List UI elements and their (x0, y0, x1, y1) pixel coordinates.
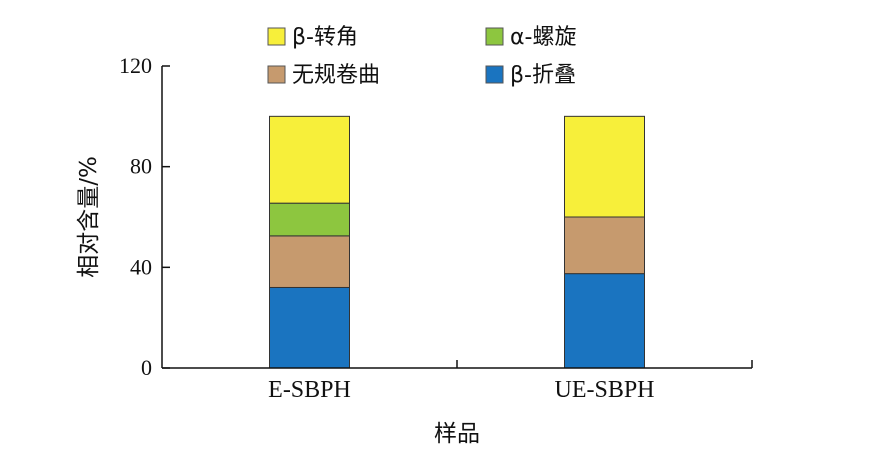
y-axis-title: 相对含量/% (76, 156, 102, 278)
bar-segment (269, 115, 350, 204)
legend-label: β-转角 (292, 25, 358, 50)
bar-segment (269, 235, 350, 288)
legend-swatch (267, 65, 286, 84)
y-tick-label: 80 (130, 154, 152, 179)
y-ticks-group: 0 40 80 120 (119, 53, 170, 380)
bar-segment (564, 216, 645, 275)
legend-label: β-折叠 (510, 63, 576, 88)
x-ticks-group: E-SBPH UE-SBPH (268, 360, 753, 403)
x-tick-label: E-SBPH (268, 377, 351, 403)
bar-segment (564, 115, 645, 218)
legend-label: 无规卷曲 (292, 63, 380, 88)
x-axis-title: 样品 (434, 421, 480, 447)
y-tick-label: 120 (119, 53, 152, 78)
bars-group (269, 115, 645, 369)
legend-swatch (267, 27, 286, 46)
axes-group (161, 66, 752, 369)
bar-segment (269, 286, 350, 369)
x-tick-label: UE-SBPH (554, 377, 654, 403)
bar-segment (269, 202, 350, 237)
legend-swatch (485, 65, 504, 84)
legend-label: α-螺旋 (510, 25, 576, 50)
legend-swatch (485, 27, 504, 46)
y-tick-label: 40 (130, 254, 152, 279)
bar-segment (564, 273, 645, 369)
y-tick-label: 0 (141, 355, 152, 380)
